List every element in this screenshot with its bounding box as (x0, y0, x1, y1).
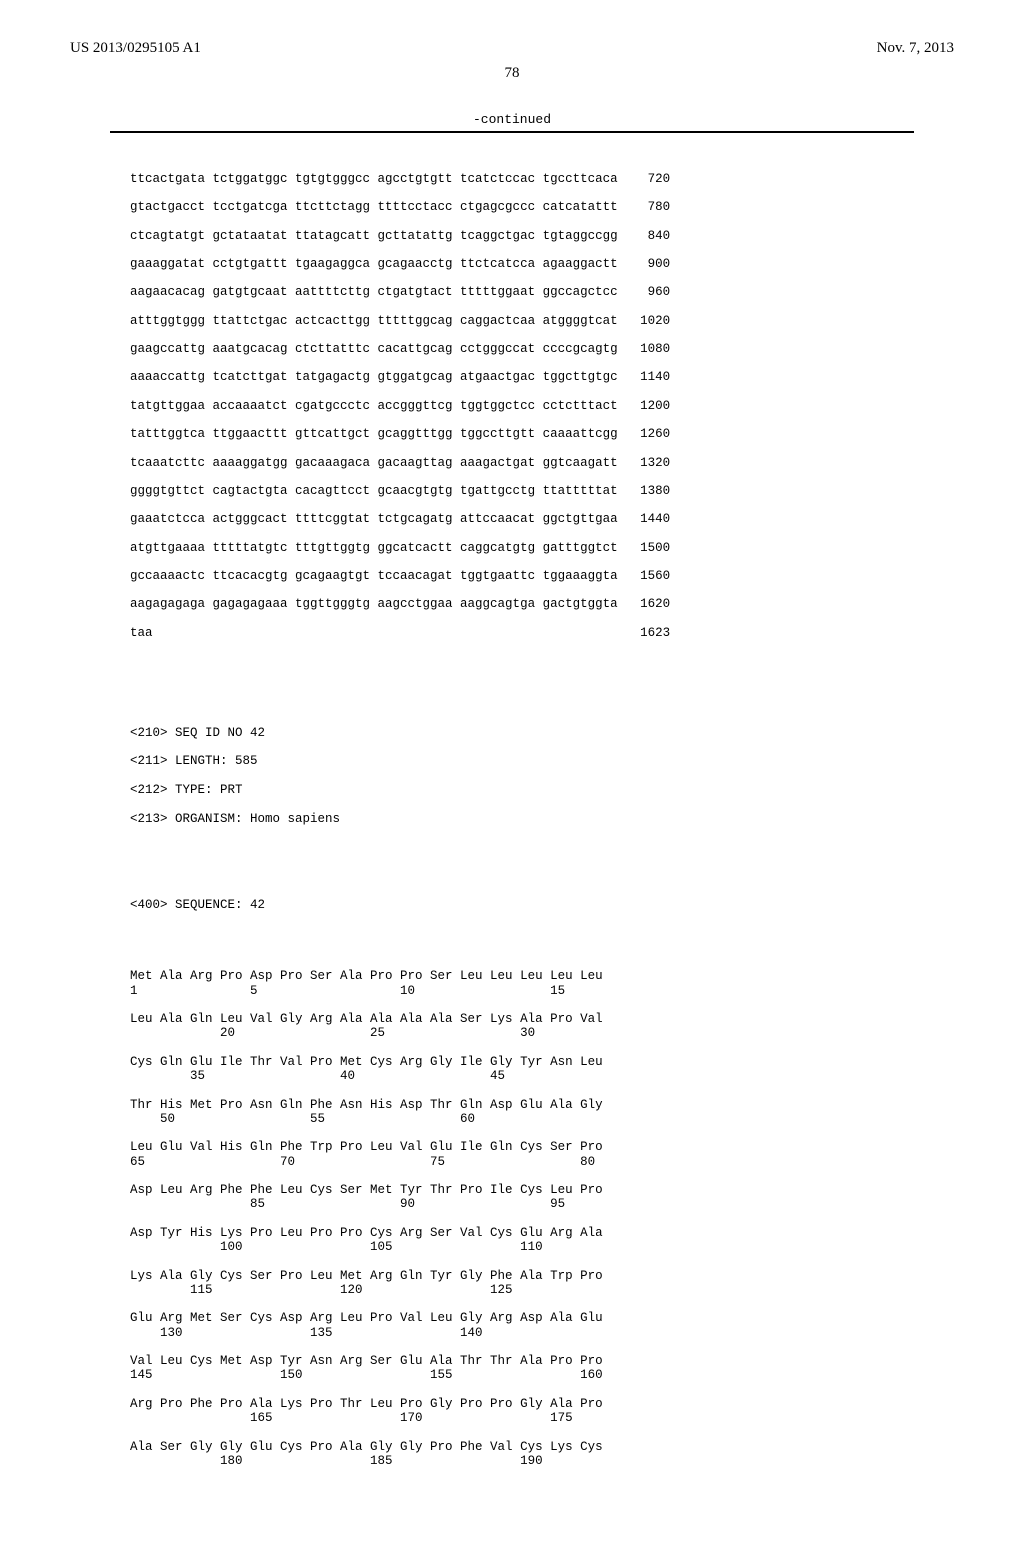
protein-position-row: 20 25 30 (130, 1026, 954, 1040)
sequence-label: <400> SEQUENCE: 42 (130, 898, 954, 912)
protein-position-row: 115 120 125 (130, 1283, 954, 1297)
page-header: US 2013/0295105 A1 Nov. 7, 2013 (70, 40, 954, 57)
sequence-listing: ttcactgata tctggatggc tgtgtgggcc agcctgt… (130, 143, 954, 1511)
protein-position-row: 1 5 10 15 (130, 984, 954, 998)
protein-aa-row: Arg Pro Phe Pro Ala Lys Pro Thr Leu Pro … (130, 1397, 954, 1411)
dna-sequence-row: ctcagtatgt gctataatat ttatagcatt gcttata… (130, 229, 954, 243)
dna-sequence-row: gaaatctcca actgggcact ttttcggtat tctgcag… (130, 512, 954, 526)
sequence-metadata: <210> SEQ ID NO 42 <211> LENGTH: 585 <21… (130, 711, 954, 855)
dna-sequence-row: atttggtggg ttattctgac actcacttgg tttttgg… (130, 314, 954, 328)
dna-sequence-row: ggggtgttct cagtactgta cacagttcct gcaacgt… (130, 484, 954, 498)
protein-position-row: 145 150 155 160 (130, 1368, 954, 1382)
publication-number: US 2013/0295105 A1 (70, 40, 201, 57)
protein-aa-row: Thr His Met Pro Asn Gln Phe Asn His Asp … (130, 1098, 954, 1112)
page-number: 78 (70, 65, 954, 82)
protein-aa-row: Asp Leu Arg Phe Phe Leu Cys Ser Met Tyr … (130, 1183, 954, 1197)
protein-position-row: 180 185 190 (130, 1454, 954, 1468)
protein-aa-row: Leu Ala Gln Leu Val Gly Arg Ala Ala Ala … (130, 1012, 954, 1026)
dna-sequence-row: tatttggtca ttggaacttt gttcattgct gcaggtt… (130, 427, 954, 441)
dna-sequence-row: tcaaatcttc aaaaggatgg gacaaagaca gacaagt… (130, 456, 954, 470)
dna-sequence-row: gaagccattg aaatgcacag ctcttatttc cacattg… (130, 342, 954, 356)
protein-position-row: 165 170 175 (130, 1411, 954, 1425)
dna-sequence-row: tatgttggaa accaaaatct cgatgccctc accgggt… (130, 399, 954, 413)
protein-aa-row: Asp Tyr His Lys Pro Leu Pro Pro Cys Arg … (130, 1226, 954, 1240)
protein-aa-row: Val Leu Cys Met Asp Tyr Asn Arg Ser Glu … (130, 1354, 954, 1368)
organism-line: <213> ORGANISM: Homo sapiens (130, 812, 954, 826)
protein-aa-row: Ala Ser Gly Gly Glu Cys Pro Ala Gly Gly … (130, 1440, 954, 1454)
publication-date: Nov. 7, 2013 (877, 40, 954, 57)
protein-position-row: 35 40 45 (130, 1069, 954, 1083)
protein-aa-row: Met Ala Arg Pro Asp Pro Ser Ala Pro Pro … (130, 969, 954, 983)
length-line: <211> LENGTH: 585 (130, 754, 954, 768)
dna-sequence-row: aagagagaga gagagagaaa tggttgggtg aagcctg… (130, 597, 954, 611)
dna-sequence-row: atgttgaaaa tttttatgtc tttgttggtg ggcatca… (130, 541, 954, 555)
dna-sequence-row: gccaaaactc ttcacacgtg gcagaagtgt tccaaca… (130, 569, 954, 583)
dna-sequence-row: ttcactgata tctggatggc tgtgtgggcc agcctgt… (130, 172, 954, 186)
seq-id-line: <210> SEQ ID NO 42 (130, 726, 954, 740)
dna-sequence-row: aagaacacag gatgtgcaat aattttcttg ctgatgt… (130, 285, 954, 299)
dna-sequence-row: gaaaggatat cctgtgattt tgaagaggca gcagaac… (130, 257, 954, 271)
horizontal-rule (110, 131, 914, 133)
protein-position-row: 50 55 60 (130, 1112, 954, 1126)
dna-sequence-row: gtactgacct tcctgatcga ttcttctagg ttttcct… (130, 200, 954, 214)
dna-sequence-row: taa 1623 (130, 626, 954, 640)
protein-position-row: 100 105 110 (130, 1240, 954, 1254)
type-line: <212> TYPE: PRT (130, 783, 954, 797)
protein-aa-row: Cys Gln Glu Ile Thr Val Pro Met Cys Arg … (130, 1055, 954, 1069)
protein-position-row: 130 135 140 (130, 1326, 954, 1340)
protein-aa-row: Lys Ala Gly Cys Ser Pro Leu Met Arg Gln … (130, 1269, 954, 1283)
continued-label: -continued (70, 112, 954, 127)
dna-sequence-row: aaaaccattg tcatcttgat tatgagactg gtggatg… (130, 370, 954, 384)
protein-aa-row: Glu Arg Met Ser Cys Asp Arg Leu Pro Val … (130, 1311, 954, 1325)
protein-position-row: 85 90 95 (130, 1197, 954, 1211)
protein-aa-row: Leu Glu Val His Gln Phe Trp Pro Leu Val … (130, 1140, 954, 1154)
protein-position-row: 65 70 75 80 (130, 1155, 954, 1169)
